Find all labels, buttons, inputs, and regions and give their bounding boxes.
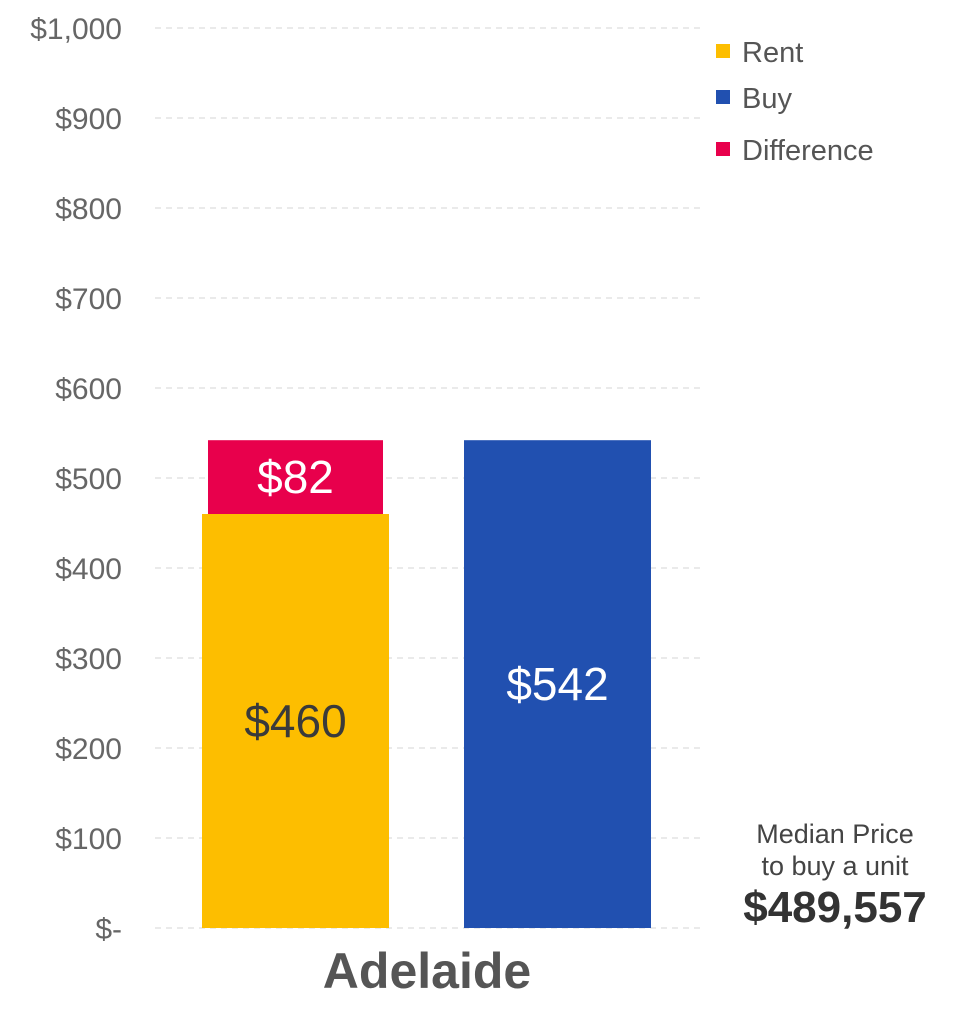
median-price-value: $489,557	[743, 883, 927, 932]
bar-label-difference: $82	[257, 451, 334, 503]
bar-labels: $460 $82 $542	[244, 451, 608, 747]
legend-swatch	[716, 44, 730, 58]
legend-swatch	[716, 90, 730, 104]
legend-label: Rent	[742, 37, 803, 69]
bar-label-buy: $542	[506, 658, 608, 710]
legend-label: Difference	[742, 135, 874, 167]
median-price-caption-line1: Median Price	[756, 819, 914, 849]
y-tick-label: $100	[55, 823, 122, 856]
bars	[202, 440, 651, 928]
legend-label: Buy	[742, 83, 792, 115]
y-tick-label: $-	[95, 913, 122, 946]
x-category-label: Adelaide	[323, 943, 531, 999]
median-price-annotation: Median Price to buy a unit $489,557	[710, 818, 960, 934]
y-tick-label: $700	[55, 283, 122, 316]
y-tick-label: $1,000	[30, 13, 122, 46]
bar-buy	[464, 440, 651, 928]
y-tick-label: $200	[55, 733, 122, 766]
y-tick-label: $800	[55, 193, 122, 226]
bar-label-rent: $460	[244, 695, 346, 747]
y-tick-label: $500	[55, 463, 122, 496]
y-tick-label: $300	[55, 643, 122, 676]
bar-difference	[208, 440, 383, 514]
y-tick-label: $900	[55, 103, 122, 136]
legend-swatch	[716, 142, 730, 156]
y-tick-label: $600	[55, 373, 122, 406]
y-axis-tick-labels: $- $100 $200 $300 $400 $500 $600 $700 $800 $900 $1…	[30, 13, 122, 946]
median-price-caption-line2: to buy a unit	[761, 851, 909, 881]
x-axis-labels: Adelaide	[323, 943, 531, 999]
legend: Rent Buy Difference	[716, 37, 874, 167]
bar-rent	[202, 514, 389, 928]
y-tick-label: $400	[55, 553, 122, 586]
